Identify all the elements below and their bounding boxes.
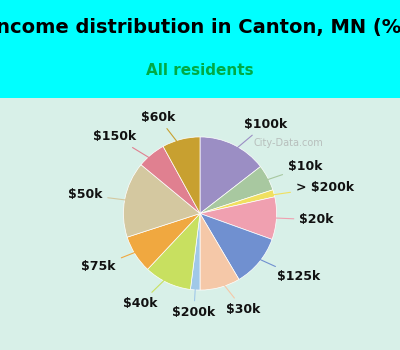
Wedge shape (148, 214, 200, 289)
Wedge shape (190, 214, 200, 290)
Text: $30k: $30k (219, 279, 261, 316)
Text: > $200k: > $200k (266, 181, 354, 196)
Wedge shape (127, 214, 200, 269)
Text: $100k: $100k (231, 118, 287, 153)
FancyBboxPatch shape (0, 98, 400, 350)
Text: $200k: $200k (172, 281, 215, 319)
Wedge shape (200, 197, 276, 239)
Text: $60k: $60k (141, 111, 182, 148)
Wedge shape (200, 214, 239, 290)
Text: $125k: $125k (253, 256, 320, 284)
Wedge shape (200, 137, 260, 214)
Text: $150k: $150k (93, 130, 156, 162)
Wedge shape (200, 167, 273, 214)
Text: $75k: $75k (82, 250, 142, 273)
Text: $20k: $20k (268, 213, 334, 226)
Wedge shape (141, 146, 200, 214)
Text: $50k: $50k (68, 188, 133, 201)
Text: All residents: All residents (146, 63, 254, 78)
Wedge shape (200, 214, 272, 279)
Wedge shape (200, 190, 275, 214)
Text: $10k: $10k (260, 160, 322, 182)
Wedge shape (163, 137, 200, 214)
Text: City-Data.com: City-Data.com (253, 138, 323, 148)
Wedge shape (124, 165, 200, 237)
Text: Income distribution in Canton, MN (%): Income distribution in Canton, MN (%) (0, 18, 400, 37)
Text: $40k: $40k (123, 274, 170, 310)
